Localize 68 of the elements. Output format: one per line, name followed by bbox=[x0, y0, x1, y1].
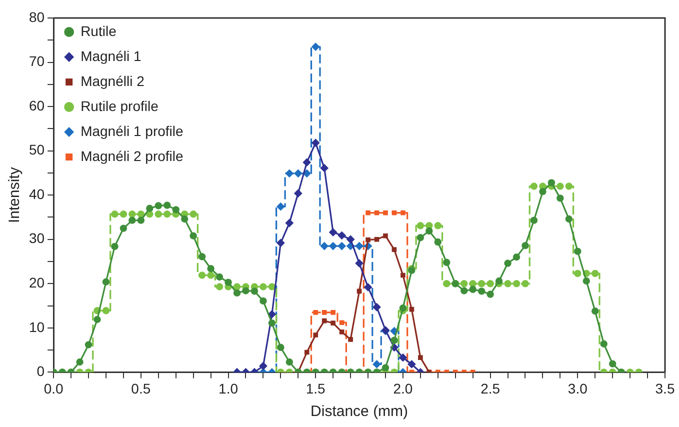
point bbox=[339, 330, 344, 334]
y-tick-label: 30 bbox=[28, 230, 45, 246]
point bbox=[304, 350, 310, 355]
y-axis-title: Intensity bbox=[6, 166, 24, 224]
point bbox=[328, 242, 338, 250]
point bbox=[320, 242, 329, 250]
point bbox=[348, 337, 353, 342]
point bbox=[276, 202, 285, 211]
point bbox=[418, 355, 423, 360]
legend-label: Rutile bbox=[80, 22, 117, 39]
point bbox=[311, 42, 320, 51]
point bbox=[383, 233, 388, 238]
point bbox=[302, 158, 312, 167]
point bbox=[339, 320, 344, 326]
point bbox=[372, 302, 381, 312]
point bbox=[366, 210, 370, 216]
legend-label: Magnéli 2 profile bbox=[80, 148, 184, 164]
point bbox=[313, 310, 318, 315]
x-axis-title: Distance (mm) bbox=[310, 403, 408, 420]
point bbox=[366, 237, 370, 242]
point bbox=[322, 318, 327, 324]
legend-label: Magnéli 1 profile bbox=[80, 122, 184, 139]
point bbox=[398, 353, 408, 362]
point bbox=[355, 242, 364, 250]
x-tick-label: 1.0 bbox=[218, 380, 238, 396]
point bbox=[364, 282, 372, 292]
y-tick-label: 40 bbox=[28, 186, 45, 202]
y-tick-label: 70 bbox=[28, 53, 45, 70]
y-tick-label: 80 bbox=[28, 8, 45, 25]
legend-label: Rutile profile bbox=[80, 98, 159, 114]
point bbox=[346, 235, 355, 244]
x-tick-label: 0.0 bbox=[44, 380, 64, 396]
point bbox=[311, 138, 320, 148]
y-tick-label: 0 bbox=[36, 363, 45, 380]
point bbox=[259, 362, 268, 370]
point bbox=[400, 272, 406, 278]
legend-label: Magnéli 1 bbox=[80, 48, 142, 64]
point bbox=[285, 169, 294, 178]
x-tick-label: 0.5 bbox=[131, 380, 151, 396]
y-tick-label: 10 bbox=[28, 318, 45, 335]
x-tick-label: 3.5 bbox=[655, 380, 675, 396]
point bbox=[355, 259, 364, 268]
point bbox=[372, 360, 381, 368]
point bbox=[383, 210, 388, 216]
x-tick-label: 2.0 bbox=[393, 380, 413, 396]
point bbox=[330, 320, 336, 326]
point bbox=[294, 169, 302, 178]
point bbox=[400, 210, 406, 216]
point bbox=[320, 164, 329, 172]
y-tick-label: 50 bbox=[28, 142, 45, 158]
point bbox=[392, 247, 397, 252]
point bbox=[374, 236, 380, 242]
y-tick-label: 60 bbox=[28, 97, 45, 114]
x-tick-label: 2.5 bbox=[480, 380, 500, 396]
x-tick-label: 3.0 bbox=[568, 380, 588, 396]
y-tick-label: 20 bbox=[28, 274, 45, 291]
point bbox=[313, 332, 318, 338]
legend-label: Magnélli 2 bbox=[80, 72, 145, 89]
point bbox=[338, 231, 346, 240]
x-tick-label: 1.5 bbox=[306, 380, 326, 396]
point bbox=[294, 189, 302, 198]
point bbox=[338, 242, 346, 250]
point bbox=[407, 360, 416, 368]
point bbox=[328, 228, 338, 236]
point bbox=[285, 218, 294, 228]
point bbox=[330, 310, 336, 315]
point bbox=[322, 310, 327, 315]
point bbox=[276, 238, 285, 248]
